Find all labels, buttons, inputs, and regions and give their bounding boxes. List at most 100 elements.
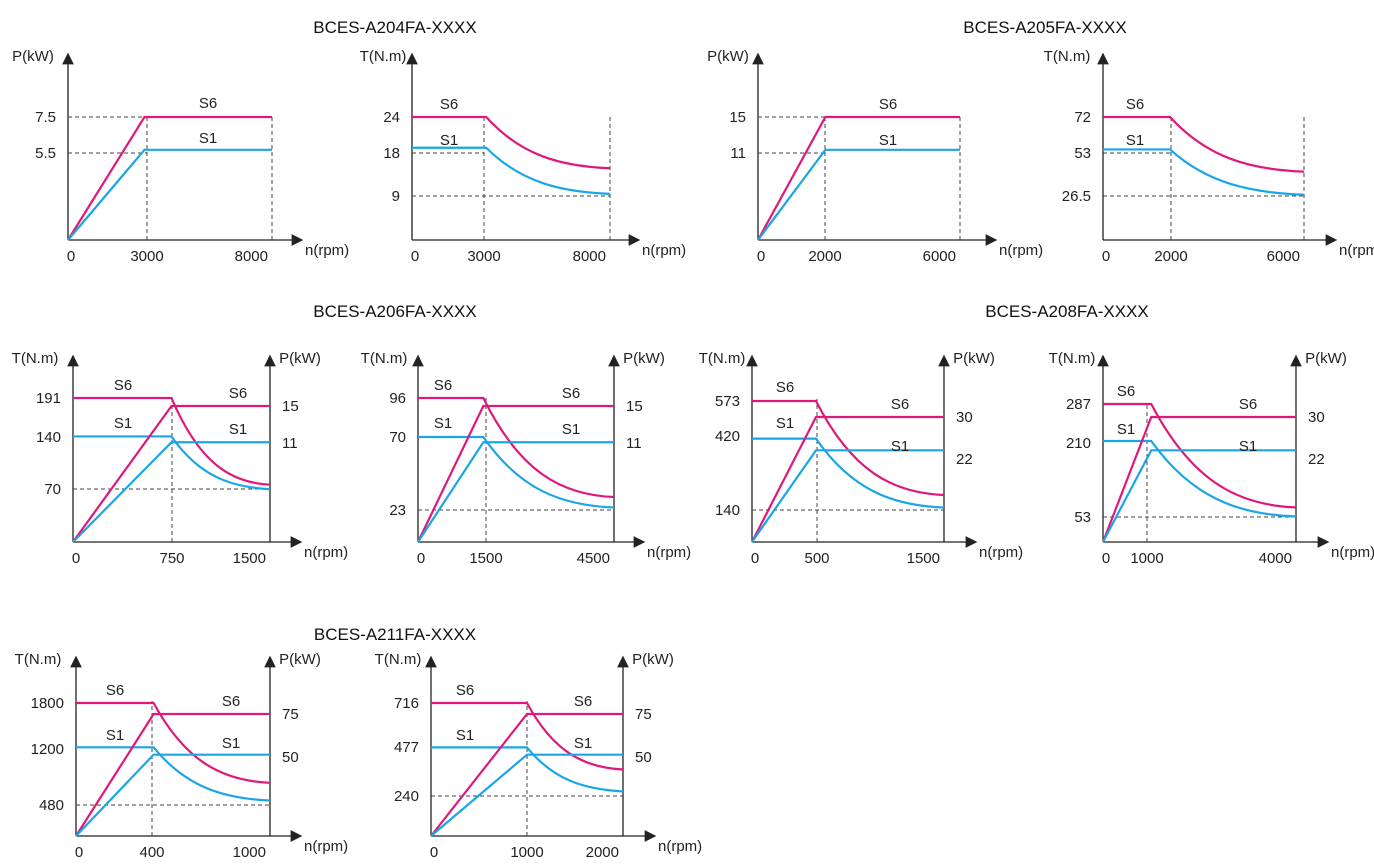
series-label-s6: S6 [434, 377, 452, 394]
chart-8: T(N.m) P(kW) n(rpm) 0 1000 4000 287 210 53 30 22 S6… [1049, 350, 1374, 567]
y2-axis-label: P(kW) [279, 651, 321, 668]
x-tick-label: 1000 [233, 844, 266, 861]
x-axis-label: n(rpm) [979, 544, 1023, 561]
x-tick-label: 1500 [469, 550, 502, 567]
y-tick-label: 11 [730, 145, 746, 162]
x-tick-label: 0 [417, 550, 425, 567]
series-label-s1: S1 [114, 415, 132, 432]
x-tick-label: 1000 [510, 844, 543, 861]
series-s1-p [751, 449, 944, 543]
y-axis-label: P(kW) [707, 48, 749, 65]
y-tick-label: 18 [383, 145, 400, 162]
y-tick-label: 24 [383, 109, 400, 126]
series-label-s1-power: S1 [891, 438, 909, 455]
y2-axis-label: P(kW) [953, 350, 995, 367]
x-tick-label: 4500 [577, 550, 610, 567]
series-s6-t [1103, 402, 1297, 509]
charts-layer: P(kW)n(rpm)0 3000 80007.55.5S6S1T(N.m)n(rp… [12, 48, 1374, 861]
x-tick-label: 0 [67, 248, 75, 265]
chart-3: P(kW) n(rpm) 0 2000 6000 15 11 S6 S1 [707, 48, 1043, 265]
y-tick-label: 53 [1074, 145, 1091, 162]
series-label-s1-power: S1 [222, 735, 240, 752]
series-label-s1: S1 [434, 415, 452, 432]
series-s6-p [751, 415, 944, 543]
y-axis-label: T(N.m) [1044, 48, 1091, 65]
x-tick-label: 1500 [233, 550, 266, 567]
chart-4: T(N.m) n(rpm) 0 2000 6000 72 53 26.5 S6 S1 [1044, 48, 1374, 265]
x-tick-label: 3000 [130, 248, 163, 265]
y2-tick-label: 15 [626, 398, 643, 415]
series-label-s6-power: S6 [222, 693, 240, 710]
x-tick-label: 1000 [1130, 550, 1163, 567]
y2-axis-label: P(kW) [623, 350, 665, 367]
x-axis-label: n(rpm) [647, 544, 691, 561]
series-s1-p [75, 753, 270, 837]
y2-tick-label: 30 [956, 409, 973, 426]
series-label-s6-power: S6 [574, 693, 592, 710]
series-s1-p [1102, 449, 1296, 543]
series-s6-main [412, 115, 611, 170]
chart-1: P(kW) n(rpm) 0 3000 8000 7.5 5.5 S6 S1 [12, 48, 349, 265]
x-tick-label: 0 [751, 550, 759, 567]
y-tick-label: 72 [1074, 109, 1091, 126]
x-tick-label: 2000 [1154, 248, 1187, 265]
x-axis-label: n(rpm) [1339, 242, 1374, 259]
y2-tick-label: 11 [282, 435, 298, 452]
y-axis-label: T(N.m) [360, 48, 407, 65]
y-tick-label: 26.5 [1062, 188, 1091, 205]
group-title-a208: BCES-A208FA-XXXX [985, 302, 1148, 321]
y-axis-label: T(N.m) [361, 350, 408, 367]
y2-axis-label: P(kW) [279, 350, 321, 367]
series-s1-t [418, 435, 615, 509]
series-label-s6: S6 [199, 95, 217, 112]
x-tick-label: 8000 [235, 248, 268, 265]
series-label-s1-power: S1 [574, 735, 592, 752]
series-s1-t [431, 746, 624, 793]
group-title-a205: BCES-A205FA-XXXX [963, 18, 1126, 37]
y2-tick-label: 50 [635, 749, 652, 766]
x-tick-label: 0 [430, 844, 438, 861]
x-tick-label: 0 [411, 248, 419, 265]
series-label-s1: S1 [1126, 132, 1144, 149]
y-tick-label: 191 [36, 390, 61, 407]
series-label-s6: S6 [106, 682, 124, 699]
x-tick-label: 8000 [573, 248, 606, 265]
series-label-s1-power: S1 [229, 421, 247, 438]
x-axis-label: n(rpm) [304, 838, 348, 855]
series-s6-t [431, 701, 624, 771]
y-tick-label: 1800 [31, 695, 64, 712]
x-axis-label: n(rpm) [1331, 544, 1374, 561]
group-title-a204: BCES-A204FA-XXXX [313, 18, 476, 37]
series-s6-t [752, 399, 945, 497]
x-tick-label: 750 [159, 550, 184, 567]
y-tick-label: 480 [39, 797, 64, 814]
series-label-s6: S6 [456, 682, 474, 699]
chart-7: T(N.m) P(kW) n(rpm) 0 500 1500 573 420 140 30 22 S6… [699, 350, 1024, 567]
y-tick-label: 5.5 [35, 145, 56, 162]
y-tick-label: 716 [394, 695, 419, 712]
series-s6-p [75, 712, 270, 837]
series-s1-main [67, 148, 272, 241]
y-axis-label: T(N.m) [375, 651, 422, 668]
y-tick-label: 15 [729, 109, 746, 126]
x-tick-label: 2000 [808, 248, 841, 265]
x-axis-label: n(rpm) [305, 242, 349, 259]
x-tick-label: 0 [1102, 248, 1110, 265]
series-label-s1-power: S1 [562, 421, 580, 438]
series-label-s1: S1 [199, 130, 217, 147]
series-label-s6-power: S6 [891, 396, 909, 413]
series-s6-p [417, 404, 614, 543]
series-s6-p [72, 404, 270, 543]
series-s6-t [73, 396, 271, 486]
series-label-s1: S1 [879, 132, 897, 149]
series-label-s6-power: S6 [229, 385, 247, 402]
series-s1-p [417, 441, 614, 543]
series-label-s6: S6 [879, 96, 897, 113]
series-s6-main [757, 115, 960, 241]
series-label-s6: S6 [1117, 383, 1135, 400]
group-title-a211: BCES-A211FA-XXXX [314, 625, 476, 644]
series-s1-main [1103, 148, 1305, 196]
series-label-s6: S6 [776, 379, 794, 396]
y-tick-label: 1200 [31, 741, 64, 758]
